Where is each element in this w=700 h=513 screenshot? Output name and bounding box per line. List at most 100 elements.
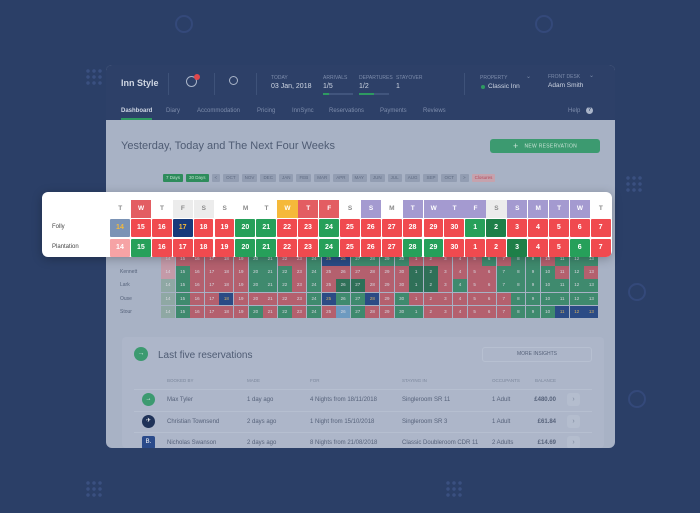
date-cell[interactable]: 14 (161, 266, 175, 279)
date-cell[interactable]: 26 (336, 292, 351, 306)
date-cell[interactable]: 9 (526, 305, 540, 319)
date-cell[interactable]: 23 (298, 238, 318, 257)
date-cell[interactable]: 24 (307, 266, 321, 279)
date-cell[interactable]: 29 (423, 219, 444, 237)
table-row[interactable]: B. Nicholas Swanson 2 days ago 8 Nights fro… (134, 432, 592, 448)
date-cell[interactable]: 2 (423, 305, 438, 319)
date-cell[interactable]: 4 (453, 279, 467, 292)
date-cell[interactable]: 30 (394, 305, 409, 319)
date-cell[interactable]: 27 (350, 266, 365, 279)
filter-chip[interactable]: 30 Days (186, 174, 209, 182)
tab-innsync[interactable]: InnSync (292, 108, 314, 114)
filter-chip[interactable]: SEP (423, 174, 439, 182)
date-cell[interactable]: 19 (214, 219, 235, 237)
date-cell[interactable]: 29 (380, 279, 394, 292)
date-cell[interactable]: 21 (256, 219, 277, 237)
date-cell[interactable]: 22 (277, 292, 292, 306)
date-cell[interactable]: 23 (292, 292, 307, 306)
date-cell[interactable]: 23 (298, 219, 318, 237)
date-cell[interactable]: 14 (161, 305, 175, 319)
date-cell[interactable]: 21 (263, 279, 278, 292)
tab-dashboard[interactable]: Dashboard (121, 108, 153, 120)
date-cell[interactable]: 2 (486, 219, 507, 237)
date-cell[interactable]: 8 (511, 305, 526, 319)
date-cell[interactable]: 30 (444, 238, 465, 257)
date-cell[interactable]: 27 (350, 292, 365, 306)
help-link[interactable]: Help (568, 108, 581, 114)
date-cell[interactable]: 7 (590, 219, 611, 237)
date-cell[interactable]: 22 (277, 219, 298, 237)
date-cell[interactable]: 9 (526, 279, 540, 292)
date-cell[interactable]: 29 (380, 305, 394, 319)
date-cell[interactable]: 15 (130, 219, 151, 237)
date-cell[interactable]: 15 (175, 266, 190, 279)
date-cell[interactable]: 24 (319, 219, 339, 237)
date-cell[interactable]: 18 (193, 238, 214, 257)
date-cell[interactable]: 3 (507, 238, 527, 257)
date-cell[interactable]: 5 (467, 266, 482, 279)
date-cell[interactable]: 13 (584, 266, 599, 279)
date-cell[interactable]: 21 (263, 305, 278, 319)
tab-payments[interactable]: Payments (380, 108, 407, 114)
date-cell[interactable]: 12 (569, 292, 584, 306)
help-icon[interactable]: ? (586, 107, 593, 114)
date-cell[interactable]: 6 (569, 238, 590, 257)
date-cell[interactable]: 23 (292, 266, 307, 279)
date-cell[interactable]: 10 (540, 292, 555, 306)
date-cell[interactable]: 17 (204, 292, 219, 306)
date-cell[interactable]: 13 (584, 305, 599, 319)
date-cell[interactable]: 6 (482, 279, 497, 292)
date-cell[interactable]: 25 (321, 279, 336, 292)
date-cell[interactable]: 9 (526, 292, 540, 306)
date-cell[interactable]: 22 (277, 238, 298, 257)
filter-chip[interactable]: < (211, 174, 221, 182)
row-chevron-button[interactable]: › (567, 393, 580, 406)
date-cell[interactable]: 19 (234, 305, 248, 319)
date-cell[interactable]: 6 (569, 219, 590, 237)
date-cell[interactable]: 28 (365, 305, 380, 319)
date-cell[interactable]: 16 (190, 292, 205, 306)
date-cell[interactable]: 15 (175, 279, 190, 292)
date-cell[interactable]: 8 (511, 292, 526, 306)
date-cell[interactable]: 16 (190, 279, 205, 292)
filter-chip[interactable]: MAR (314, 174, 331, 182)
date-cell[interactable]: 26 (360, 219, 381, 237)
date-cell[interactable]: 10 (540, 305, 555, 319)
filter-chip[interactable]: > (459, 174, 469, 182)
date-cell[interactable]: 24 (307, 292, 321, 306)
date-cell[interactable]: 9 (526, 266, 540, 279)
date-cell[interactable]: 14 (110, 219, 130, 237)
date-cell[interactable]: 13 (584, 279, 599, 292)
date-cell[interactable]: 24 (319, 238, 339, 257)
filter-chip[interactable]: JUN (369, 174, 385, 182)
date-cell[interactable]: 4 (453, 305, 467, 319)
property-select[interactable]: PROPERTY Classic Inn ⌄ (476, 71, 536, 96)
date-cell[interactable]: 8 (511, 266, 526, 279)
filter-chip[interactable]: AUG (404, 174, 421, 182)
date-cell[interactable]: 21 (263, 266, 278, 279)
date-cell[interactable]: 14 (110, 238, 130, 257)
date-cell[interactable]: 16 (151, 219, 172, 237)
filter-chip[interactable]: JUL (387, 174, 402, 182)
date-cell[interactable]: 12 (569, 279, 584, 292)
date-cell[interactable]: 17 (172, 238, 193, 257)
date-cell[interactable]: 6 (482, 292, 497, 306)
table-row[interactable]: → Max Tyler 1 day ago 4 Nights from 18/11/2… (134, 389, 592, 410)
date-cell[interactable]: 6 (482, 266, 497, 279)
date-cell[interactable]: 17 (204, 305, 219, 319)
date-cell[interactable]: 30 (444, 219, 465, 237)
tab-accommodation[interactable]: Accommodation (197, 108, 241, 114)
date-cell[interactable]: 8 (511, 279, 526, 292)
date-cell[interactable]: 7 (496, 292, 511, 306)
date-cell[interactable]: 28 (365, 266, 380, 279)
date-cell[interactable]: 5 (548, 219, 569, 237)
date-cell[interactable]: 5 (467, 279, 482, 292)
date-cell[interactable]: 15 (175, 305, 190, 319)
date-cell[interactable]: 7 (496, 305, 511, 319)
front-desk-select[interactable]: FRONT DESK Adam Smith ⌄ (546, 71, 606, 96)
date-cell[interactable]: 4 (453, 292, 467, 306)
date-cell[interactable]: 19 (234, 279, 248, 292)
date-cell[interactable]: 27 (381, 219, 402, 237)
date-cell[interactable]: 18 (219, 279, 234, 292)
date-cell[interactable]: 24 (307, 279, 321, 292)
